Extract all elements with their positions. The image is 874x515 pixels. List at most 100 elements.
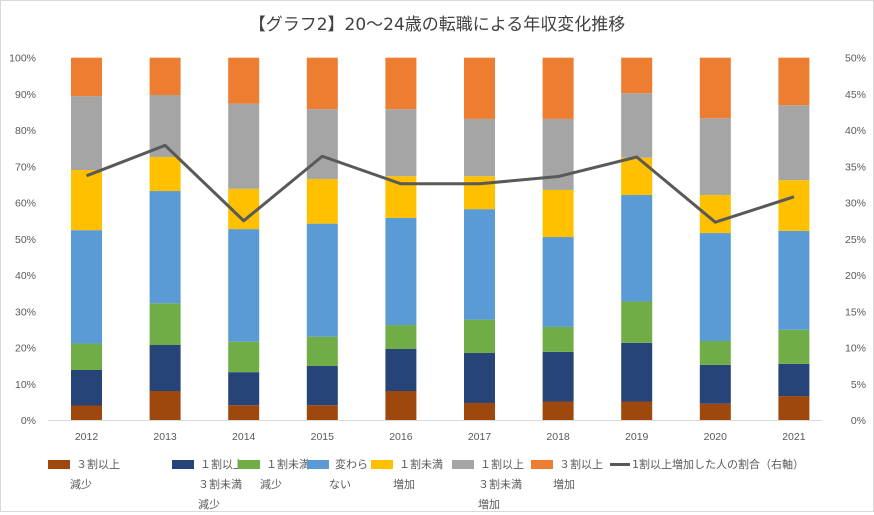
y2-tick-label: 15% xyxy=(845,306,866,318)
bar-segment xyxy=(621,158,652,195)
bar-segment xyxy=(543,58,574,119)
bar-segment xyxy=(385,325,416,349)
y-tick-label: 10% xyxy=(15,379,36,391)
bar-segment xyxy=(464,209,495,320)
bar-segment xyxy=(621,343,652,402)
y-tick-label: 100% xyxy=(9,53,36,65)
legend-swatch xyxy=(172,460,194,469)
bar-segment xyxy=(228,405,259,420)
y2-tick-label: 10% xyxy=(845,343,866,355)
x-tick-label: 2021 xyxy=(782,431,806,443)
bar-segment xyxy=(228,372,259,405)
line-series xyxy=(87,145,794,222)
x-tick-label: 2013 xyxy=(153,431,177,443)
y-tick-label: 50% xyxy=(15,234,36,246)
y2-tick-label: 45% xyxy=(845,89,866,101)
y2-tick-label: 5% xyxy=(851,379,866,391)
bar-segment xyxy=(150,345,181,391)
bar-segment xyxy=(778,364,809,396)
legend-swatch xyxy=(371,460,393,469)
y2-tick-label: 25% xyxy=(845,234,866,246)
x-tick-label: 2015 xyxy=(311,431,335,443)
bar-segment xyxy=(385,349,416,391)
y-tick-label: 60% xyxy=(15,198,36,210)
y2-tick-label: 0% xyxy=(851,415,866,427)
bar-segment xyxy=(778,231,809,330)
bar-segment xyxy=(464,353,495,403)
bar-segment xyxy=(778,58,809,105)
bar-segment xyxy=(150,391,181,420)
bar-segment xyxy=(464,119,495,176)
bar-segment xyxy=(150,191,181,303)
legend-swatch xyxy=(452,460,474,469)
bar-segment xyxy=(307,58,338,109)
x-tick-label: 2016 xyxy=(389,431,413,443)
legend-swatch xyxy=(238,460,260,469)
legend-swatch xyxy=(307,460,329,469)
bar-segment xyxy=(621,93,652,157)
y-tick-label: 30% xyxy=(15,306,36,318)
bar-segment xyxy=(700,233,731,341)
bar-segment xyxy=(385,218,416,325)
y-tick-label: 70% xyxy=(15,161,36,173)
y-tick-label: 90% xyxy=(15,89,36,101)
legend-label: ３割以上 減少 xyxy=(76,455,120,495)
bar-segment xyxy=(228,342,259,372)
bar-segment xyxy=(778,330,809,364)
bar-segment xyxy=(71,370,102,406)
bar-segment xyxy=(621,302,652,343)
x-tick-label: 2012 xyxy=(75,431,99,443)
bar-segment xyxy=(71,58,102,96)
bar-segment xyxy=(385,391,416,420)
bar-segment xyxy=(307,405,338,420)
bar-segment xyxy=(700,404,731,420)
bar-segment xyxy=(543,352,574,402)
bar-segment xyxy=(307,337,338,366)
bar-segment xyxy=(700,58,731,119)
bar-segment xyxy=(385,109,416,176)
x-tick-label: 2019 xyxy=(625,431,649,443)
bar-segment xyxy=(543,327,574,352)
y2-tick-label: 50% xyxy=(845,53,866,65)
bar-segment xyxy=(228,104,259,189)
bar-segment xyxy=(228,229,259,342)
bar-segment xyxy=(307,109,338,179)
bar-segment xyxy=(71,406,102,420)
bar-segment xyxy=(543,402,574,420)
bar-segment xyxy=(464,58,495,119)
legend-label: １割未満 増加 xyxy=(399,455,443,495)
bar-segment xyxy=(543,190,574,237)
legend-label: 1割以上増加した人の割合（右軸） xyxy=(632,455,804,475)
bar-segment xyxy=(464,320,495,353)
bar-segment xyxy=(778,396,809,420)
x-tick-label: 2014 xyxy=(232,431,256,443)
bar-segment xyxy=(307,179,338,224)
x-tick-label: 2020 xyxy=(704,431,728,443)
bar-segment xyxy=(150,303,181,345)
bar-segment xyxy=(71,344,102,370)
bar-segment xyxy=(71,96,102,170)
legend-swatch xyxy=(610,463,630,466)
bar-segment xyxy=(71,230,102,343)
y2-tick-label: 30% xyxy=(845,198,866,210)
bar-segment xyxy=(150,58,181,95)
bar-segment xyxy=(543,237,574,327)
bar-segment xyxy=(307,366,338,405)
y-tick-label: 80% xyxy=(15,125,36,137)
legend-label: ３割以上 増加 xyxy=(559,455,603,495)
legend-swatch xyxy=(531,460,553,469)
y2-tick-label: 35% xyxy=(845,161,866,173)
bar-segment xyxy=(621,58,652,94)
y-tick-label: 40% xyxy=(15,270,36,282)
bar-segment xyxy=(778,180,809,231)
bar-segment xyxy=(621,195,652,302)
bar-segment xyxy=(464,176,495,209)
bar-segment xyxy=(385,58,416,109)
bar-segment xyxy=(700,341,731,365)
bar-segment xyxy=(150,95,181,157)
legend-label: １割以上 ３割未満 増加 xyxy=(480,455,524,515)
bar-segment xyxy=(71,170,102,230)
legend-label: １割未満 減少 xyxy=(266,455,310,495)
